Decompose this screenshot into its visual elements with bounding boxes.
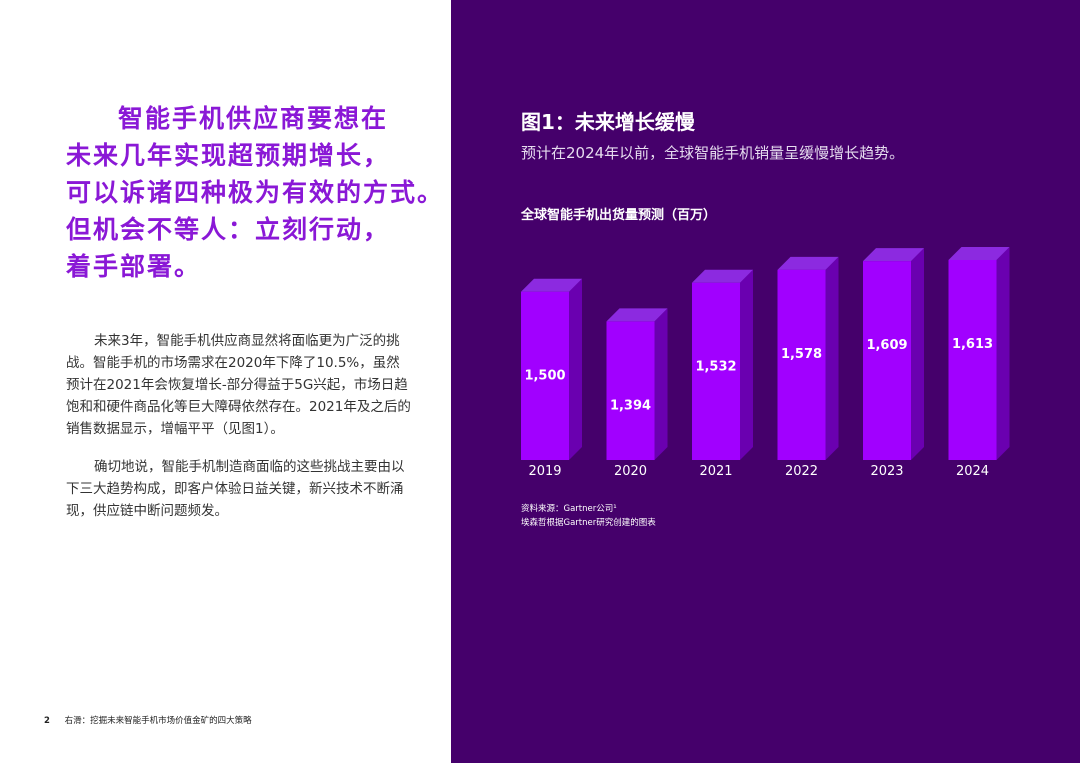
bar-side — [911, 248, 924, 460]
figure-source: 资料来源：Gartner公司¹ 埃森哲根据Gartner研究创建的图表 — [521, 502, 656, 530]
bar — [521, 291, 569, 460]
headline: 智能手机供应商要想在 未来几年实现超预期增长， 可以诉诸四种极为有效的方式。 但… — [66, 100, 445, 285]
chart-title: 全球智能手机出货量预测（百万） — [521, 208, 717, 223]
headline-line: 可以诉诸四种极为有效的方式。 — [66, 178, 445, 207]
bar-top — [863, 248, 924, 262]
bar-side — [654, 308, 668, 460]
bar — [692, 282, 740, 460]
headline-line: 但机会不等人：立刻行动， — [66, 215, 391, 244]
body-paragraph-1: 未来3年，智能手机供应商显然将面临更为广泛的挑战。智能手机的市场需求在2020年… — [66, 333, 411, 437]
body-paragraph-2: 确切地说，智能手机制造商面临的这些挑战主要由以下三大趋势构成，即客户体验日益关键… — [66, 459, 405, 519]
page-number: 2 — [44, 716, 50, 726]
bar — [606, 321, 655, 460]
bar-top — [521, 278, 582, 292]
bar-value-label: 1,578 — [781, 347, 822, 362]
bar-side — [740, 269, 753, 460]
bar-value-label: 1,394 — [610, 398, 651, 413]
bar-value-label: 1,532 — [695, 360, 736, 375]
bar-top — [777, 256, 839, 270]
headline-line: 未来几年实现超预期增长， — [66, 141, 391, 170]
x-tick-label: 2024 — [956, 464, 989, 479]
x-tick-label: 2023 — [870, 464, 903, 479]
figure-title: 图1：未来增长缓慢 — [521, 110, 695, 134]
bar-value-label: 1,613 — [952, 337, 993, 352]
headline-line: 智能手机供应商要想在 — [118, 104, 389, 133]
bar-side — [569, 278, 582, 460]
headline-line: 着手部署。 — [66, 252, 202, 281]
bar-top — [606, 308, 668, 322]
bar-side — [996, 247, 1010, 460]
bar-value-label: 1,609 — [866, 338, 907, 353]
bar — [863, 261, 911, 460]
bar-value-label: 1,500 — [524, 369, 565, 384]
footer-text: 右滑：挖掘未来智能手机市场价值金矿的四大策略 — [64, 716, 252, 726]
figure-subtitle: 预计在2024年以前，全球智能手机销量呈缓慢增长趋势。 — [521, 144, 905, 162]
x-tick-label: 2021 — [699, 464, 732, 479]
x-tick-label: 2022 — [785, 464, 818, 479]
x-tick-label: 2020 — [614, 464, 647, 479]
x-tick-label: 2019 — [528, 464, 561, 479]
page-footer: 2 右滑：挖掘未来智能手机市场价值金矿的四大策略 — [44, 714, 252, 726]
source-line: 埃森哲根据Gartner研究创建的图表 — [521, 518, 656, 528]
bar — [948, 260, 997, 460]
bar-side — [825, 256, 839, 460]
left-text-page: 智能手机供应商要想在 未来几年实现超预期增长， 可以诉诸四种极为有效的方式。 但… — [0, 0, 451, 763]
bar-top — [692, 269, 753, 283]
bar — [777, 269, 826, 460]
source-line: 资料来源：Gartner公司¹ — [521, 504, 617, 514]
bar-chart: 1,500 2019 1,394 2020 1,532 2021 1,578 2022 1,60… — [521, 247, 1010, 479]
bar-top — [948, 247, 1010, 260]
